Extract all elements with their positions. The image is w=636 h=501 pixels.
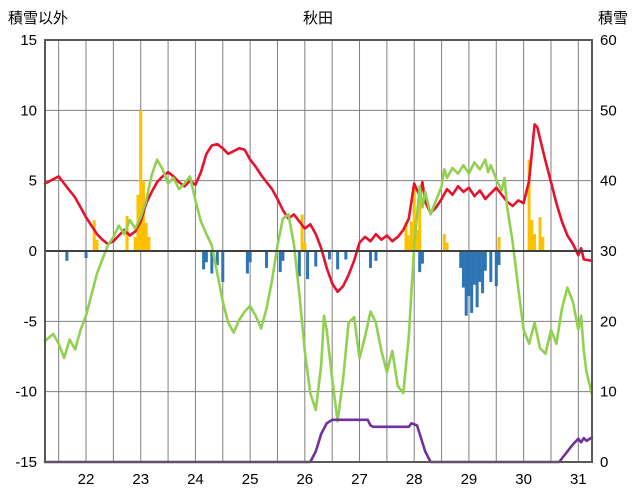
x-tick-label: 23	[132, 471, 149, 488]
blue-bars-bar	[494, 251, 498, 287]
x-tick-label: 25	[242, 471, 259, 488]
blue-bars	[65, 251, 501, 316]
orange-bars-bar	[445, 242, 449, 251]
x-tick-label: 24	[187, 471, 204, 488]
right-tick-label: 0	[600, 454, 608, 471]
left-tick-label: 5	[29, 173, 37, 190]
left-tick-label: -10	[15, 384, 37, 401]
blue-bars-bar	[314, 251, 318, 267]
blue-bars-bar	[461, 251, 465, 288]
left-tick-label: -15	[15, 454, 37, 471]
orange-bars-bar	[418, 200, 422, 251]
right-tick-label: 40	[600, 173, 617, 190]
blue-bars-bar	[210, 251, 214, 274]
blue-bars-bar	[204, 251, 208, 263]
orange-bars-bar	[139, 110, 143, 251]
x-tick-label: 22	[78, 471, 95, 488]
blue-bars-bar	[248, 251, 252, 263]
plot-border	[44, 39, 593, 463]
orange-bars-bar	[442, 234, 446, 251]
orange-bars-bar	[144, 222, 148, 251]
left-tick-label: 0	[29, 243, 37, 260]
blue-bars-bar	[472, 251, 476, 285]
blue-bars-bar	[336, 251, 340, 270]
snow-depth-line	[43, 418, 594, 464]
blue-bars-bar	[459, 251, 463, 268]
orange-bars-bar	[530, 220, 534, 251]
blue-bars-bar	[278, 251, 282, 273]
left-tick-label: -5	[24, 313, 37, 330]
right-tick-label: 10	[600, 384, 617, 401]
left-tick-label: 15	[20, 32, 37, 49]
x-tick-label: 31	[570, 471, 587, 488]
right-tick-label: 30	[600, 243, 617, 260]
x-tick-label: 27	[351, 471, 368, 488]
x-tick-label: 26	[296, 471, 313, 488]
chart-title: 秋田	[302, 10, 333, 27]
blue-bars-bar	[202, 251, 206, 270]
axes	[44, 39, 593, 463]
blue-bars-bar	[297, 251, 301, 277]
orange-bars-bar	[415, 229, 419, 251]
blue-bars-bar	[464, 251, 468, 316]
blue-bars-bar	[418, 251, 422, 273]
x-tick-label: 30	[515, 471, 532, 488]
blue-bars-bar	[221, 251, 225, 282]
blue-bars-bar	[265, 251, 269, 268]
blue-bars-bar	[327, 251, 331, 260]
blue-bars-bar	[475, 251, 479, 308]
blue-bars-bar	[467, 251, 471, 297]
blue-bars-bar	[420, 251, 424, 264]
orange-bars-bar	[92, 220, 96, 251]
right-tick-label: 20	[600, 313, 617, 330]
orange-bars-bar	[147, 236, 151, 251]
orange-bars-bar	[300, 214, 304, 251]
blue-bars-bar	[215, 251, 219, 266]
right-tick-label: 60	[600, 32, 617, 49]
right-axis-title: 積雪	[597, 10, 628, 27]
blue-bars-bar	[281, 251, 285, 261]
orange-bars-bar	[95, 239, 99, 251]
orange-bars-bar	[533, 234, 537, 251]
line-series	[43, 123, 594, 464]
blue-bars-bar	[483, 251, 487, 271]
orange-bars-bar	[541, 236, 545, 251]
left-axis-title: 積雪以外	[8, 10, 69, 27]
green-line	[43, 158, 594, 423]
right-tick-label: 50	[600, 102, 617, 119]
blue-bars-bar	[478, 251, 482, 282]
orange-bars-bar	[303, 242, 307, 251]
blue-bars-bar	[344, 251, 348, 260]
blue-bars-bar	[65, 251, 69, 261]
left-tick-label: 10	[20, 102, 37, 119]
orange-bars-bar	[404, 222, 408, 251]
orange-bars-bar	[497, 236, 501, 251]
blue-bars-bar	[245, 251, 249, 274]
blue-bars-bar	[497, 251, 501, 266]
x-tick-label: 29	[461, 471, 478, 488]
blue-bars-bar	[489, 251, 493, 282]
orange-bars-bar	[407, 235, 411, 251]
x-tick-label: 28	[406, 471, 423, 488]
blue-bars-bar	[306, 251, 310, 280]
red-line	[43, 123, 594, 294]
orange-bars-bar	[527, 159, 531, 251]
orange-bars-bar	[409, 221, 413, 251]
blue-bars-bar	[368, 251, 372, 268]
orange-bars-bar	[133, 236, 137, 251]
blue-bars-bar	[374, 251, 378, 261]
blue-bars-bar	[470, 251, 474, 313]
orange-bars-bar	[412, 187, 416, 251]
blue-bars-bar	[84, 251, 88, 259]
orange-bars-bar	[538, 217, 542, 251]
blue-bars-bar	[481, 251, 485, 294]
